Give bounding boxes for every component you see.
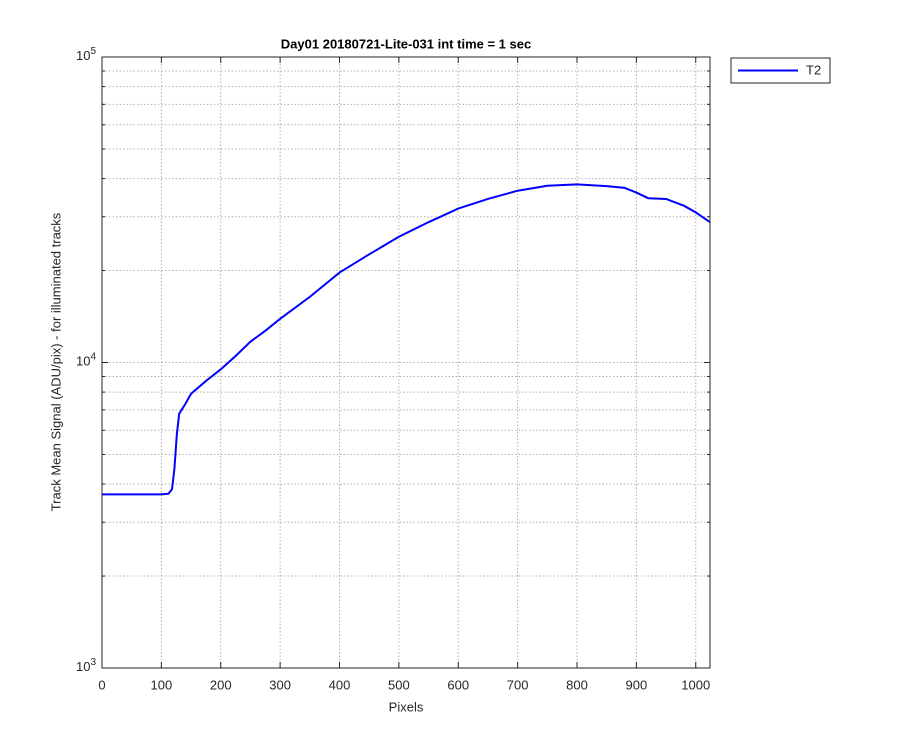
x-tick-label: 800 [566,677,588,692]
x-tick-label: 900 [626,677,648,692]
y-tick-label: 105 [76,46,96,64]
x-tick-label: 1000 [681,677,710,692]
x-tick-label: 700 [507,677,529,692]
data-line [102,183,711,496]
x-tick-label: 300 [269,677,291,692]
x-axis-label: Pixels [389,699,424,714]
x-tick-label: 100 [151,677,173,692]
y-axis-label: Track Mean Signal (ADU/pix) - for illumi… [48,212,63,511]
x-tick-label: 500 [388,677,410,692]
plot-area [102,183,711,496]
chart-title: Day01 20180721-Lite-031 int time = 1 sec [281,36,531,51]
y-tick-label: 103 [76,657,96,675]
x-tick-label: 0 [98,677,105,692]
legend: T2 [730,57,831,84]
legend-label: T2 [806,62,821,77]
x-tick-label: 200 [210,677,232,692]
axes-box [101,56,711,669]
x-tick-label: 400 [329,677,351,692]
x-tick-label: 600 [447,677,469,692]
y-tick-label: 104 [76,351,96,369]
grid [101,56,710,669]
